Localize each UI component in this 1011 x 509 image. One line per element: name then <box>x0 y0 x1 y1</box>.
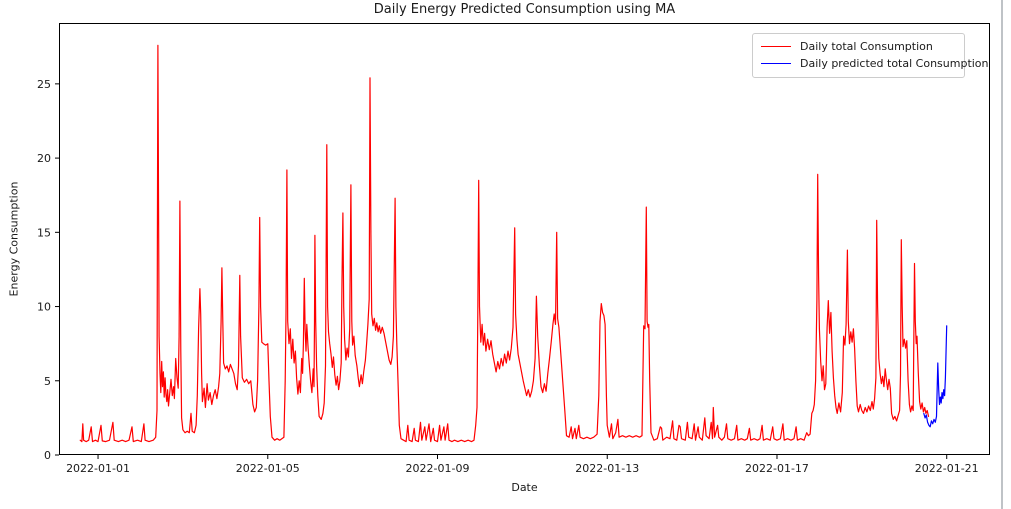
legend-item-predicted-total: Daily predicted total Consumption <box>761 55 989 72</box>
y-tick-label: 25 <box>37 78 51 91</box>
x-tick-label: 2022-01-09 <box>406 462 470 475</box>
legend-label: Daily total Consumption <box>800 40 933 53</box>
legend-item-daily-total: Daily total Consumption <box>761 38 956 55</box>
x-tick-label: 2022-01-05 <box>236 462 300 475</box>
legend-label: Daily predicted total Consumption <box>800 57 989 70</box>
y-axis: 0 5 10 15 20 25 <box>37 78 59 462</box>
y-axis-label: Energy Consumption <box>7 181 21 297</box>
y-tick-label: 10 <box>37 301 51 314</box>
x-tick-label: 2022-01-21 <box>915 462 979 475</box>
x-tick-label: 2022-01-13 <box>575 462 639 475</box>
y-tick-label: 15 <box>37 226 51 239</box>
x-axis: 2022-01-01 2022-01-05 2022-01-09 2022-01-13… <box>66 455 979 475</box>
x-tick-label: 2022-01-17 <box>745 462 809 475</box>
y-tick-label: 5 <box>44 375 51 388</box>
chart-title: Daily Energy Predicted Consumption using… <box>373 2 676 17</box>
blue-line-sample-icon <box>761 63 791 64</box>
y-tick-label: 0 <box>44 449 51 462</box>
predicted-line <box>923 325 948 428</box>
legend: Daily total Consumption Daily predicted … <box>752 33 989 78</box>
x-axis-label: Date <box>511 481 538 494</box>
daily-total-line <box>79 44 930 443</box>
cell-right-divider <box>1001 0 1003 509</box>
plot-border <box>59 23 990 455</box>
x-tick-label: 2022-01-01 <box>66 462 130 475</box>
y-tick-label: 20 <box>37 152 51 165</box>
red-line-sample-icon <box>761 46 791 47</box>
